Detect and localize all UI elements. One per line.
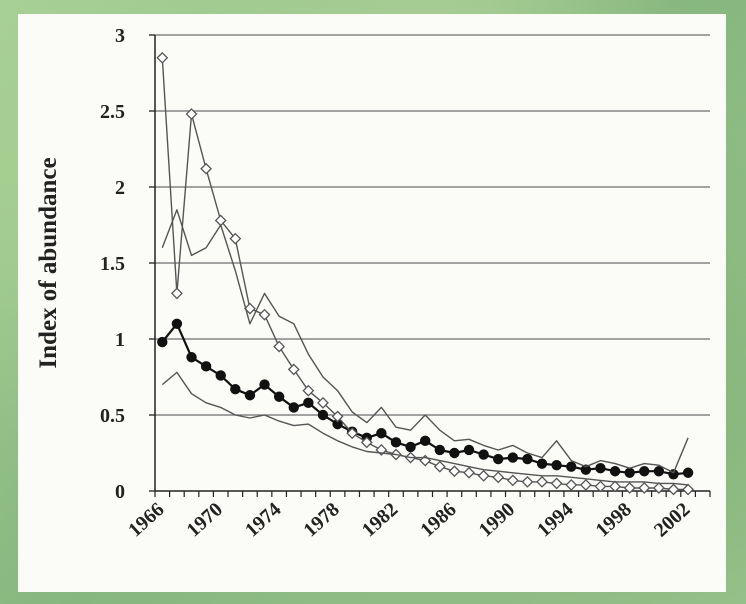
- series-0-point: [653, 466, 665, 477]
- series-1-point: [170, 287, 183, 300]
- x-tick-label: 1966: [124, 498, 168, 541]
- series-1-point: [550, 477, 563, 490]
- y-axis-title: Index of abundance: [35, 157, 62, 368]
- series-1-point: [609, 480, 621, 493]
- series-1-point: [536, 475, 548, 488]
- series-1-point: [433, 460, 446, 473]
- series-0-point: [259, 379, 270, 390]
- y-tick-label: 3: [115, 25, 125, 47]
- x-tick-labels: 1966 1970 1974 1978 1982 1986 1990 1994 1998 2002: [124, 498, 694, 541]
- series-1-point: [360, 436, 373, 449]
- series-layer: [156, 51, 695, 496]
- series-0-point: [493, 453, 504, 465]
- series-1-point: [623, 482, 636, 494]
- series-1-point: [506, 474, 519, 487]
- series-0-point: [186, 352, 197, 363]
- series-1-point: [463, 466, 475, 479]
- series-1-point: [302, 384, 315, 397]
- series-0-point: [463, 444, 475, 456]
- x-tick-label: 1998: [591, 498, 635, 541]
- series-0-point: [507, 452, 519, 463]
- x-tick-label: 1970: [183, 498, 227, 541]
- series-1-point: [244, 302, 256, 315]
- series-0-point: [200, 361, 212, 372]
- series-0-point: [478, 449, 489, 460]
- series-1-point: [200, 162, 213, 175]
- series-1-point: [477, 469, 490, 482]
- series-1-point: [317, 396, 329, 409]
- series-0-line: [161, 322, 689, 476]
- x-tick-label: 1990: [475, 498, 519, 541]
- series-3-line: [161, 371, 689, 486]
- series-0-point: [215, 370, 226, 381]
- series-1-point: [287, 363, 300, 376]
- x-tick-label: 1974: [241, 498, 285, 541]
- series-1-point: [331, 410, 344, 423]
- series-0-point: [639, 466, 650, 477]
- series-0-point: [303, 397, 314, 409]
- series-0-point: [332, 418, 343, 430]
- series-1-point: [652, 482, 665, 494]
- series-1-point: [638, 482, 651, 494]
- y-tick-label: 2: [115, 177, 125, 199]
- y-tick-label: 1: [115, 329, 125, 351]
- series-0-point: [376, 428, 387, 439]
- series-0-point: [682, 467, 694, 478]
- series-0-point: [449, 447, 460, 459]
- series-1-point: [346, 427, 359, 440]
- series-1-point: [273, 340, 286, 353]
- series-1-point: [521, 475, 534, 488]
- y-tick-label: 1.5: [100, 253, 125, 275]
- y-tick-label: 2.5: [100, 101, 125, 123]
- series-0-point: [273, 391, 285, 402]
- series-1-point: [156, 51, 169, 64]
- chart-panel: 0 0.5 1 1.5 2 2.5 3 1966 1970 1974 1978 1982 1986 19…: [18, 14, 726, 592]
- series-0-point: [390, 437, 402, 448]
- series-0-point: [551, 459, 562, 471]
- series-1-point: [682, 483, 695, 496]
- series-1-point: [579, 479, 592, 491]
- x-tick-label: 1978: [299, 498, 343, 541]
- line-chart: 00.511.522.53 1966 1970 1974 1978 1982 1986 19…: [35, 25, 711, 541]
- series-0-point: [434, 444, 446, 456]
- series-0-point: [609, 466, 621, 477]
- y-tick-label: 0: [115, 481, 125, 503]
- y-tick-label: 0.5: [100, 405, 125, 427]
- series-0-point: [244, 390, 256, 401]
- series-0-point: [580, 464, 592, 475]
- series-0-point: [288, 402, 299, 413]
- series-0-point: [157, 336, 168, 348]
- series-0-point: [405, 441, 416, 453]
- series-1-point: [258, 308, 271, 321]
- series-0-point: [595, 463, 606, 474]
- x-tick-label: 1986: [416, 498, 460, 541]
- series-1-point: [448, 465, 461, 478]
- series-1-point: [594, 480, 607, 493]
- x-tick-label: 2002: [650, 498, 694, 541]
- series-0-point: [624, 467, 635, 478]
- series-0-point: [230, 383, 241, 395]
- series-1-point: [185, 108, 198, 120]
- series-0-point: [522, 453, 533, 465]
- gridlines: [155, 34, 710, 416]
- series-0-point: [317, 409, 329, 421]
- series-1-point: [229, 232, 242, 245]
- series-1-point: [565, 479, 578, 491]
- x-tick-label: 1994: [533, 498, 577, 541]
- series-1-point: [667, 483, 680, 496]
- series-0-point: [536, 458, 548, 469]
- series-1-line: [161, 57, 689, 491]
- series-2-line: [161, 209, 689, 474]
- series-0-point: [419, 435, 431, 447]
- y-tick-labels: 0 0.5 1 1.5 2 2.5 3: [100, 25, 125, 503]
- axes: [149, 34, 711, 497]
- series-0-point: [566, 461, 577, 472]
- series-0-point: [171, 318, 183, 329]
- x-tick-label: 1982: [358, 498, 402, 541]
- series-1-point: [492, 471, 505, 484]
